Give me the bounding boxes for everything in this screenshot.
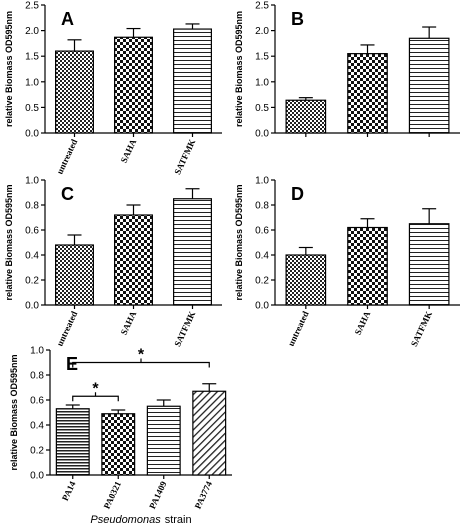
panel-label: B [291, 9, 304, 29]
x-tick-label: SAHA [353, 309, 373, 336]
bar [114, 214, 153, 306]
y-tick-label: 0.0 [25, 301, 39, 312]
bar [101, 413, 136, 476]
significance-mark: * [138, 347, 145, 364]
x-tick-label: SATFMK [172, 138, 197, 177]
y-tick-label: 0.2 [255, 276, 269, 287]
bar [285, 99, 327, 134]
x-tick-label: SATFMK [172, 310, 197, 349]
bar [192, 390, 227, 476]
bar [285, 254, 327, 306]
significance-bracket [72, 358, 210, 368]
panel-label: E [66, 354, 78, 374]
y-tick-label: 0.5 [255, 103, 269, 114]
panel-label: C [61, 184, 74, 204]
y-tick-label: 1.0 [25, 77, 39, 88]
y-axis-label: relative Biomass OD595nm [234, 11, 244, 127]
y-tick-label: 1.0 [255, 77, 269, 88]
y-tick-label: 2.0 [25, 26, 39, 37]
x-tick-label: PA3774 [193, 479, 215, 510]
y-axis-label: relative Biomass OD595nm [234, 184, 244, 300]
y-tick-label: 0.0 [255, 301, 269, 312]
bar [347, 226, 388, 306]
x-axis-label-rest: strain [165, 514, 192, 526]
x-axis-label: Pseudomonas strain [90, 514, 191, 526]
y-tick-label: 2.5 [255, 1, 269, 12]
y-tick-label: 0.0 [255, 129, 269, 140]
significance-mark: * [92, 380, 99, 397]
y-tick-label: 1.5 [255, 52, 269, 63]
bar [55, 50, 94, 134]
x-tick-label: SAHA [119, 137, 139, 164]
bar [173, 28, 212, 134]
y-tick-label: 0.8 [30, 371, 44, 382]
x-tick-label: SATFMK [409, 310, 434, 349]
y-tick-label: 1.0 [255, 176, 269, 187]
x-tick-label: SAHA [119, 309, 139, 336]
panel-label: D [291, 184, 304, 204]
y-tick-label: 0.6 [30, 396, 44, 407]
y-tick-label: 2.5 [25, 1, 39, 12]
y-tick-label: 0.2 [25, 276, 39, 287]
y-tick-label: 0.8 [25, 201, 39, 212]
y-axis-label: relative Biomass OD595nm [9, 354, 19, 470]
y-tick-label: 0.6 [25, 226, 39, 237]
y-tick-label: 0.0 [30, 471, 44, 482]
x-tick-label: untreated [54, 310, 79, 348]
y-tick-label: 1.0 [30, 346, 44, 357]
y-axis-label: relative Biomass OD595nm [4, 184, 14, 300]
y-tick-label: 0.2 [30, 446, 44, 457]
bar [55, 408, 90, 476]
y-tick-label: 1.5 [25, 52, 39, 63]
bar [114, 36, 153, 134]
bar [347, 53, 388, 134]
y-tick-label: 0.5 [25, 103, 39, 114]
y-tick-label: 2.0 [255, 26, 269, 37]
y-tick-label: 1.0 [25, 176, 39, 187]
x-tick-label: PA0321 [102, 479, 124, 510]
significance-bracket [72, 392, 119, 402]
x-tick-label: untreated [286, 310, 311, 348]
bar [408, 223, 450, 306]
panel-label: A [61, 9, 74, 29]
bar [55, 244, 94, 306]
x-tick-label: PA1409 [147, 479, 169, 510]
bar [146, 405, 181, 476]
y-tick-label: 0.4 [255, 251, 269, 262]
y-tick-label: 0.8 [255, 201, 269, 212]
x-axis-label-italic: Pseudomonas [90, 514, 161, 526]
x-tick-label: untreated [54, 138, 79, 176]
y-tick-label: 0.0 [25, 129, 39, 140]
y-tick-label: 0.4 [30, 421, 44, 432]
x-tick-label: PA14 [60, 479, 78, 502]
y-axis-label: relative Biomass OD595nm [4, 11, 14, 127]
bar [173, 198, 212, 306]
bar [408, 37, 450, 134]
y-tick-label: 0.6 [255, 226, 269, 237]
y-tick-label: 0.4 [25, 251, 39, 262]
